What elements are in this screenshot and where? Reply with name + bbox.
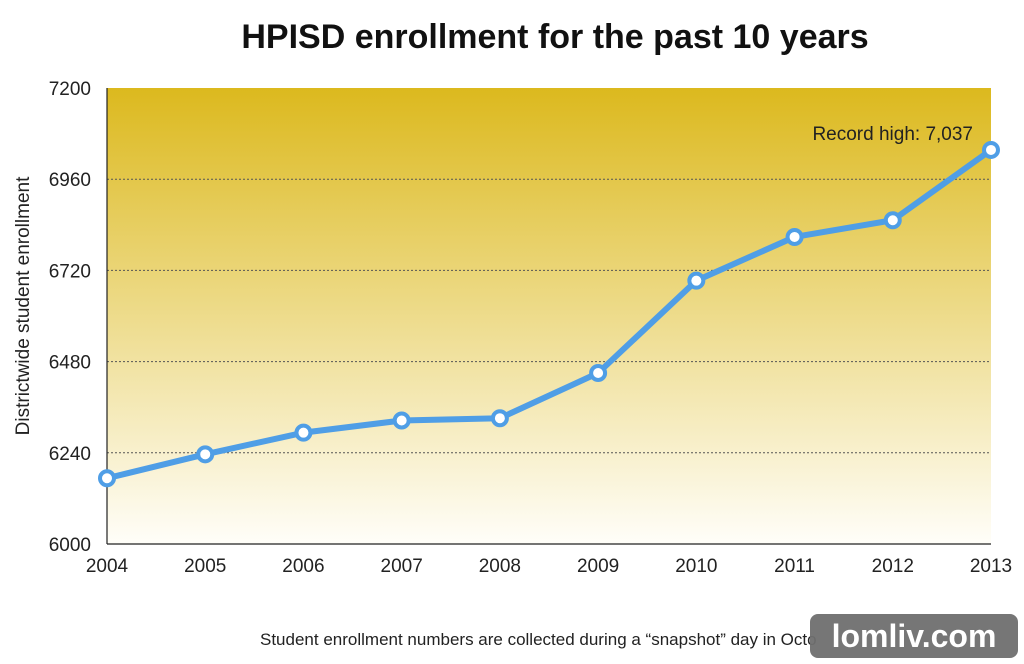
data-markers [98,140,1000,488]
x-tick-label-2012: 2012 [872,556,914,577]
data-point-2004 [98,469,116,488]
axes [106,88,991,545]
data-point-2006 [294,423,313,442]
y-tick-label-7200: 7200 [49,79,91,100]
data-point-2012 [883,211,902,230]
y-tick-label-6000: 6000 [49,535,91,556]
data-point-2009 [589,364,608,382]
footnote: Student enrollment numbers are collected… [260,630,817,649]
x-tick-labels: 2004 2005 2006 2007 2008 2009 2010 2011 2012 2013 [86,556,1012,577]
x-tick-label-2004: 2004 [86,556,129,577]
x-tick-label-2006: 2006 [282,556,324,577]
data-point-2011 [785,227,804,246]
data-point-2005 [196,445,215,464]
x-tick-label-2008: 2008 [479,556,521,577]
y-tick-label-6240: 6240 [49,444,91,465]
x-tick-label-2010: 2010 [675,556,717,577]
x-tick-label-2011: 2011 [774,556,815,577]
y-tick-label-6480: 6480 [49,353,91,374]
grid-lines [107,178,991,454]
x-tick-label-2007: 2007 [381,556,423,577]
data-point-2007 [392,411,411,430]
y-tick-label-6960: 6960 [49,170,91,191]
chart-title: HPISD enrollment for the past 10 years [241,18,869,56]
series-line [104,146,994,482]
data-point-2008 [490,409,509,428]
data-point-2010 [687,271,706,290]
x-tick-label-2013: 2013 [970,556,1012,577]
series-line-enrollment [104,146,994,482]
watermark-logo: lomliv.com [810,614,1018,658]
y-tick-label-6720: 6720 [49,261,91,282]
data-point-2013 [982,140,1000,159]
y-tick-labels: 6000 6240 6480 6720 6960 7200 [49,79,91,556]
y-axis-title: Districtwide student enrollment [13,176,34,435]
x-tick-label-2005: 2005 [184,556,226,577]
record-high-annotation: Record high: 7,037 [812,124,973,145]
plot-background [107,88,991,544]
x-tick-label-2009: 2009 [577,556,619,577]
